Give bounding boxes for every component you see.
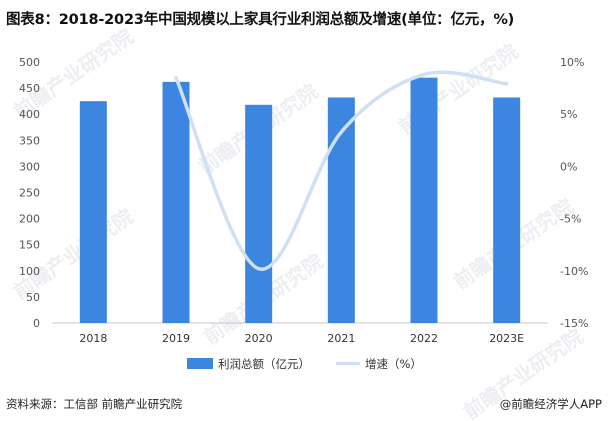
y-right-tick-label: 10% bbox=[560, 56, 584, 69]
y-left-tick-label: 500 bbox=[19, 56, 40, 69]
y-left-tick-label: 0 bbox=[33, 317, 40, 330]
y-left-tick-label: 50 bbox=[26, 291, 40, 304]
bar-series bbox=[79, 77, 521, 324]
x-tick-label: 2022 bbox=[410, 332, 438, 345]
bar bbox=[410, 77, 438, 323]
x-tick-label: 2023E bbox=[489, 332, 524, 345]
y-left-tick-label: 400 bbox=[19, 108, 40, 121]
y-left-tick-label: 250 bbox=[19, 187, 40, 200]
legend-label-line: 增速（%） bbox=[365, 357, 422, 371]
bar bbox=[162, 81, 190, 323]
y-right-tick-label: -15% bbox=[560, 317, 588, 330]
y-right-tick-label: -5% bbox=[560, 213, 581, 226]
legend-swatch-bar bbox=[187, 358, 213, 369]
y-right-tick-label: -10% bbox=[560, 265, 588, 278]
y-left-tick-label: 300 bbox=[19, 160, 40, 173]
legend: 利润总额（亿元） 增速（%） bbox=[187, 357, 422, 371]
source-note: 资料来源：工信部 前瞻产业研究院 bbox=[6, 397, 183, 411]
chart-title: 图表8：2018-2023年中国规模以上家具行业利润总额及增速(单位：亿元，%) bbox=[6, 12, 515, 28]
x-tick-label: 2019 bbox=[162, 332, 190, 345]
growth-line bbox=[174, 70, 509, 271]
credit-label: @前瞻经济学人APP bbox=[499, 397, 602, 411]
y-right-tick-label: 5% bbox=[560, 108, 577, 121]
y-left-tick-label: 150 bbox=[19, 239, 40, 252]
x-tick-label: 2021 bbox=[327, 332, 355, 345]
x-tick-label: 2020 bbox=[245, 332, 273, 345]
y-left-tick-label: 200 bbox=[19, 213, 40, 226]
y-right-tick-label: 0% bbox=[560, 160, 577, 173]
bar bbox=[493, 97, 521, 323]
legend-label-bar: 利润总额（亿元） bbox=[218, 357, 310, 371]
axes: 0 50 100 150 200 250 300 350 400 450 500 -15% -10% -5… bbox=[19, 56, 588, 345]
line-series bbox=[174, 70, 509, 271]
y-left-tick-label: 350 bbox=[19, 134, 40, 147]
bar bbox=[79, 101, 107, 324]
y-left-tick-label: 450 bbox=[19, 82, 40, 95]
bar bbox=[245, 104, 273, 323]
bar bbox=[327, 97, 355, 323]
y-left-tick-label: 100 bbox=[19, 265, 40, 278]
x-tick-label: 2018 bbox=[79, 332, 107, 345]
